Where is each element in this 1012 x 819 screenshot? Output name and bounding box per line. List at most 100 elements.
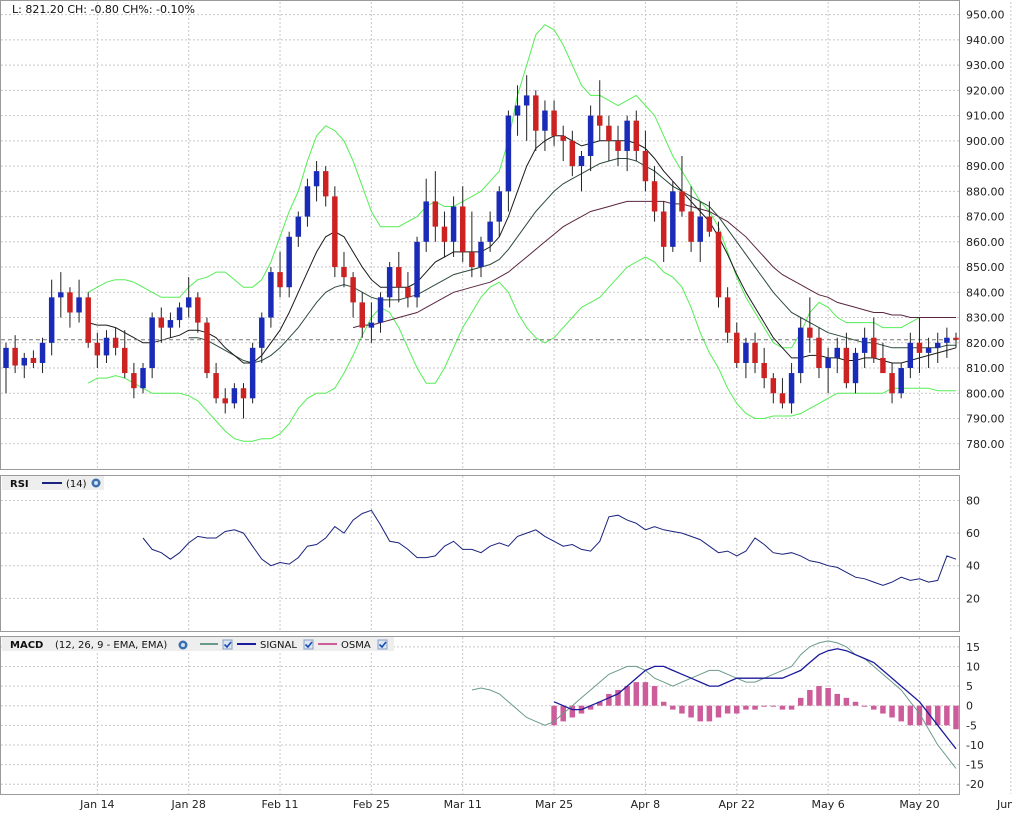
candle-down [734,333,739,363]
date-tick-label: May 20 [899,798,939,811]
candle-down [204,323,209,373]
price-tick-label: 900.00 [966,135,1005,148]
candle-down [953,338,958,340]
rsi-panel [1,476,960,632]
candle-down [159,318,164,328]
candle-up [177,307,182,320]
candle-up [515,105,520,115]
macd-tick-label: -10 [966,739,984,752]
candle-up [104,338,109,356]
date-tick-label: Mar 11 [444,798,482,811]
candle-down [597,116,602,126]
price-tick-label: 920.00 [966,84,1005,97]
date-tick-label: Jun 3 [996,798,1012,811]
candle-up [286,237,291,287]
candle-up [862,338,867,353]
osma-bar [743,706,748,710]
macd-tick-label: -15 [966,759,984,772]
osma-bar [853,702,858,706]
macd-settings-icon[interactable] [179,641,188,650]
candle-up [423,201,428,241]
macd-tick-label: -20 [966,778,984,791]
osma-bar [944,706,949,726]
osma-bar [652,686,657,706]
macd-panel [1,637,960,795]
rsi-legend-params: (14) [66,479,87,490]
candle-up [305,186,310,216]
candle-up [898,368,903,393]
osma-bar [688,706,693,718]
osma-bar [716,706,721,718]
osma-bar [634,682,639,706]
price-tick-label: 820.00 [966,337,1005,350]
price-tick-label: 790.00 [966,413,1005,426]
rsi-tick-label: 20 [966,592,980,605]
osma-bar [643,682,648,706]
macd-legend-params: (12, 26, 9 - EMA, EMA) [55,640,167,651]
candle-down [396,267,401,287]
osma-bar [807,690,812,706]
candle-up [506,116,511,192]
price-tick-label: 860.00 [966,236,1005,249]
candle-down [195,297,200,322]
price-tick-label: 950.00 [966,9,1005,22]
candle-down [405,287,410,297]
signal-check-icon[interactable] [304,640,313,649]
candle-up [451,206,456,241]
osma-bar [798,698,803,706]
macd-osma-label: OSMA [341,640,371,651]
candle-up [789,373,794,403]
candle-up [149,318,154,368]
candle-down [131,373,136,388]
macd-tick-label: 0 [966,700,973,713]
candle-down [643,151,648,181]
osma-bar [844,698,849,706]
osma-bar [889,706,894,718]
osma-bar [661,702,666,706]
candle-up [798,328,803,373]
candle-down [67,292,72,312]
candle-up [743,343,748,363]
candle-down [469,252,474,267]
candle-down [341,267,346,277]
macd-tick-label: 5 [966,680,973,693]
candle-down [442,227,447,242]
candle-down [213,373,218,398]
candle-down [606,126,611,141]
candle-down [761,363,766,378]
candle-up [369,323,374,328]
rsi-tick-label: 40 [966,560,980,573]
candle-up [524,95,529,105]
candle-down [433,201,438,226]
osma-bar [908,706,913,726]
candle-up [22,358,27,366]
candle-up [3,348,8,368]
candle-up [414,242,419,298]
date-tick-label: Apr 8 [631,798,661,811]
price-tick-label: 940.00 [966,34,1005,47]
candle-up [835,348,840,358]
price-tick-label: 850.00 [966,261,1005,274]
candle-down [460,206,465,251]
candle-up [168,320,173,328]
candle-down [807,328,812,338]
macd-legend-name: MACD [10,640,43,651]
osma-bar [862,706,867,707]
rsi-tick-label: 60 [966,527,980,540]
candle-up [542,111,547,131]
osma-bar [825,688,830,706]
candle-up [853,353,858,383]
osma-bar [880,706,885,714]
osma-bar [835,694,840,706]
osma-bar [670,706,675,710]
osma-check-icon[interactable] [378,640,387,649]
macd-line-check-icon[interactable] [223,640,232,649]
date-tick-label: Feb 11 [262,798,299,811]
candle-down [241,388,246,398]
candle-up [186,297,191,307]
macd-tick-label: -5 [966,719,977,732]
candle-down [551,111,556,136]
candle-down [360,302,365,327]
osma-bar [679,706,684,714]
rsi-settings-icon[interactable] [92,479,101,488]
